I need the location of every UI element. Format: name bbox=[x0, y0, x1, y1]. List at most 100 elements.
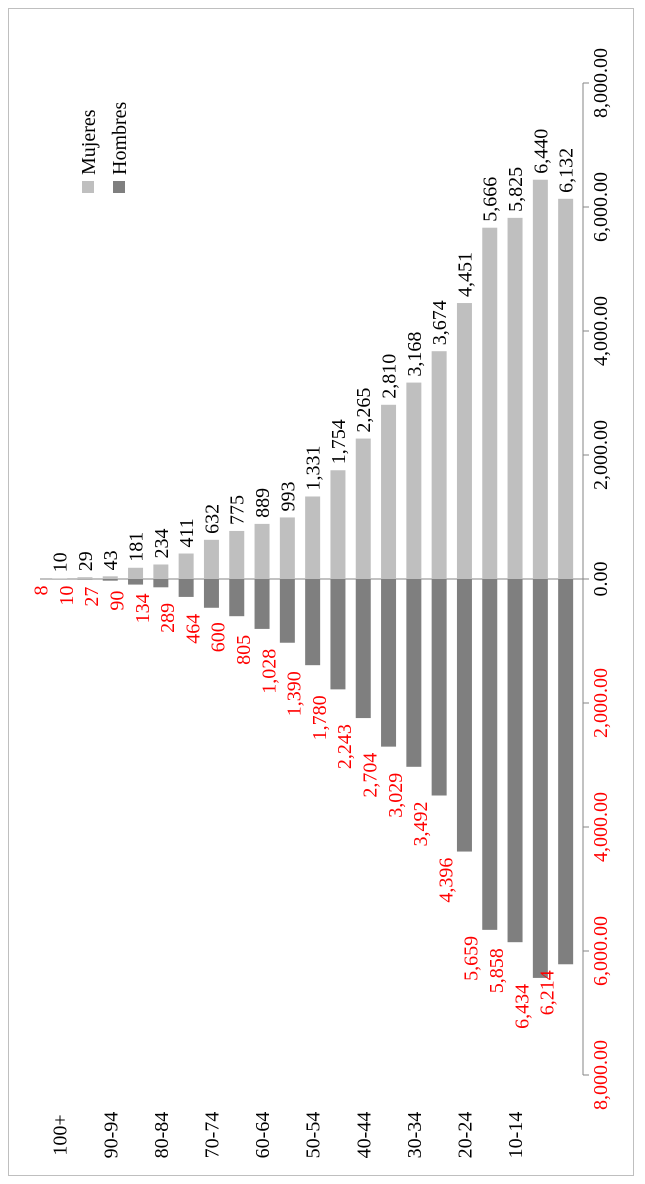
bar-hombres bbox=[456, 579, 472, 852]
data-label-hombres: 134 bbox=[132, 593, 154, 623]
bar-hombres bbox=[558, 579, 574, 965]
data-label-mujeres: 2,810 bbox=[379, 354, 401, 399]
bar-mujeres bbox=[355, 438, 371, 579]
bar-mujeres bbox=[558, 198, 574, 580]
data-label-hombres: 8 bbox=[31, 585, 53, 595]
data-label-mujeres: 411 bbox=[176, 518, 198, 547]
data-label-mujeres: 3,674 bbox=[429, 300, 451, 345]
bar-hombres bbox=[532, 579, 548, 978]
bar-hombres bbox=[431, 579, 447, 796]
value-tick-label: 6,000.00 bbox=[590, 916, 612, 986]
data-label-mujeres: 1,754 bbox=[328, 419, 350, 464]
data-label-mujeres: 889 bbox=[252, 488, 274, 518]
category-tick-label: 30-34 bbox=[404, 1112, 426, 1159]
data-label-mujeres: 4,451 bbox=[454, 252, 476, 297]
data-label-hombres: 6,434 bbox=[511, 984, 533, 1029]
category-tick-label: 60-64 bbox=[252, 1112, 274, 1159]
bar-mujeres bbox=[153, 564, 169, 579]
bar-hombres bbox=[507, 579, 523, 943]
bar-hombres bbox=[406, 579, 422, 767]
bar-mujeres bbox=[507, 217, 523, 579]
category-tick-label: 20-24 bbox=[454, 1112, 476, 1159]
bar-hombres bbox=[330, 579, 346, 690]
value-tick-label: 2,000.00 bbox=[590, 420, 612, 490]
bar-mujeres bbox=[431, 351, 447, 579]
bar-mujeres bbox=[77, 577, 93, 579]
bar-hombres bbox=[128, 579, 144, 585]
value-tick-label: 6,000.00 bbox=[590, 172, 612, 242]
data-label-hombres: 5,659 bbox=[461, 936, 483, 981]
data-label-hombres: 1,780 bbox=[309, 695, 331, 740]
bar-hombres bbox=[482, 579, 498, 930]
bar-mujeres bbox=[381, 404, 397, 579]
data-label-hombres: 2,243 bbox=[334, 724, 356, 769]
data-label-mujeres: 632 bbox=[201, 504, 223, 534]
data-label-mujeres: 3,168 bbox=[404, 332, 426, 377]
data-label-mujeres: 993 bbox=[277, 481, 299, 511]
legend-swatch-mujeres bbox=[82, 181, 94, 193]
bar-hombres bbox=[203, 579, 219, 608]
data-label-hombres: 1,390 bbox=[284, 671, 306, 716]
data-label-hombres: 600 bbox=[208, 622, 230, 652]
data-label-mujeres: 6,132 bbox=[556, 148, 578, 193]
data-label-hombres: 90 bbox=[107, 591, 129, 611]
data-label-mujeres: 181 bbox=[126, 532, 148, 562]
bar-mujeres bbox=[532, 179, 548, 579]
category-tick-label: 40-44 bbox=[353, 1112, 375, 1159]
value-tick-label: 4,000.00 bbox=[590, 792, 612, 862]
bar-mujeres bbox=[102, 576, 118, 579]
data-label-hombres: 3,029 bbox=[385, 773, 407, 818]
data-label-mujeres: 2,265 bbox=[353, 388, 375, 433]
data-label-mujeres: 6,440 bbox=[530, 129, 552, 174]
value-tick-label: 2,000.00 bbox=[590, 668, 612, 738]
legend-label-hombres: Hombres bbox=[109, 101, 131, 175]
bar-mujeres bbox=[305, 496, 321, 579]
bar-mujeres bbox=[482, 227, 498, 579]
data-label-hombres: 2,704 bbox=[360, 753, 382, 798]
data-label-hombres: 464 bbox=[182, 614, 204, 644]
data-label-mujeres: 10 bbox=[50, 552, 72, 572]
data-label-hombres: 289 bbox=[157, 603, 179, 633]
value-tick-label: 8,000.00 bbox=[590, 48, 612, 118]
data-label-hombres: 3,492 bbox=[410, 802, 432, 847]
bar-hombres bbox=[77, 579, 93, 580]
legend-swatch-hombres bbox=[113, 181, 125, 193]
data-label-hombres: 10 bbox=[56, 586, 78, 606]
data-label-mujeres: 775 bbox=[227, 495, 249, 525]
value-tick-label: 0.00 bbox=[590, 562, 612, 597]
category-tick-label: 50-54 bbox=[303, 1112, 325, 1159]
value-tick-label: 4,000.00 bbox=[590, 296, 612, 366]
bar-mujeres bbox=[229, 530, 245, 579]
category-tick-label: 70-74 bbox=[201, 1112, 223, 1159]
data-label-hombres: 805 bbox=[233, 635, 255, 665]
category-tick-label: 90-94 bbox=[100, 1112, 122, 1159]
bar-hombres bbox=[254, 579, 270, 629]
bar-mujeres bbox=[52, 578, 68, 579]
bar-hombres bbox=[229, 579, 245, 617]
bar-hombres bbox=[381, 579, 397, 747]
data-label-mujeres: 29 bbox=[75, 551, 97, 571]
bar-hombres bbox=[102, 579, 118, 581]
bar-hombres bbox=[178, 579, 194, 597]
bar-mujeres bbox=[128, 567, 144, 579]
data-label-hombres: 6,214 bbox=[537, 970, 559, 1015]
bar-hombres bbox=[305, 579, 321, 666]
bar-hombres bbox=[153, 579, 169, 588]
category-tick-label: 10-14 bbox=[505, 1112, 527, 1159]
data-label-hombres: 1,028 bbox=[258, 649, 280, 694]
data-label-mujeres: 234 bbox=[151, 528, 173, 558]
category-tick-label: 100+ bbox=[50, 1114, 72, 1155]
bar-hombres bbox=[355, 579, 371, 719]
chart-frame bbox=[8, 8, 634, 1176]
data-label-mujeres: 43 bbox=[100, 550, 122, 570]
bar-mujeres bbox=[279, 517, 295, 579]
legend-label-mujeres: Mujeres bbox=[78, 109, 100, 175]
data-label-hombres: 4,396 bbox=[435, 858, 457, 903]
bar-mujeres bbox=[203, 539, 219, 579]
bar-hombres bbox=[279, 579, 295, 643]
data-label-mujeres: 5,825 bbox=[505, 167, 527, 212]
data-label-mujeres: 1,331 bbox=[303, 445, 325, 490]
value-tick-label: 8,000.00 bbox=[590, 1040, 612, 1110]
category-tick-label: 80-84 bbox=[151, 1112, 173, 1159]
